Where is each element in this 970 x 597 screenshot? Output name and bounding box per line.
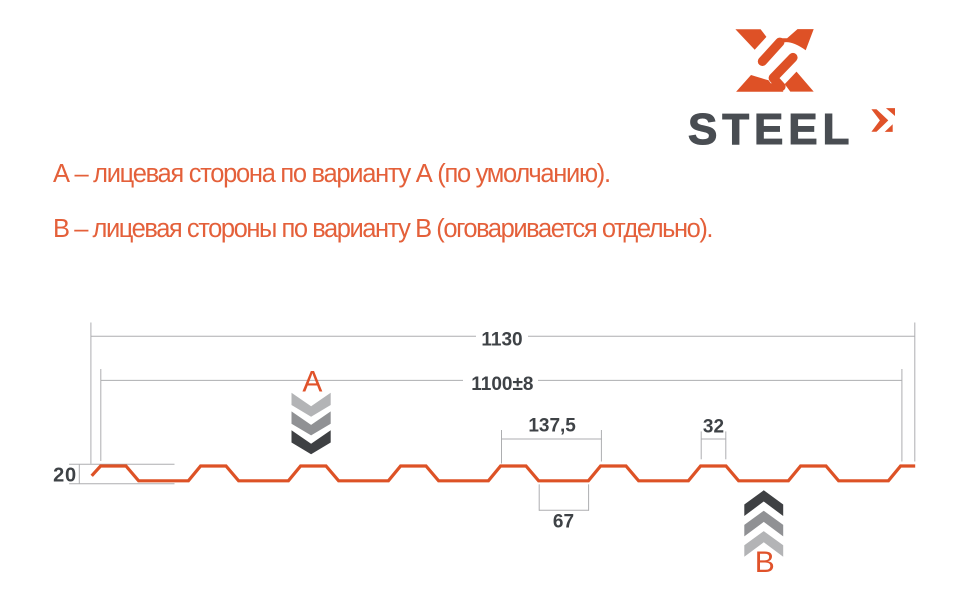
svg-text:32: 32: [703, 417, 724, 438]
svg-text:А: А: [302, 365, 322, 398]
svg-text:137,5: 137,5: [528, 416, 576, 437]
svg-text:20: 20: [53, 465, 77, 487]
svg-text:1130: 1130: [481, 329, 522, 350]
svg-text:67: 67: [553, 511, 574, 532]
svg-text:1100±8: 1100±8: [471, 374, 533, 395]
svg-text:В: В: [755, 546, 775, 579]
